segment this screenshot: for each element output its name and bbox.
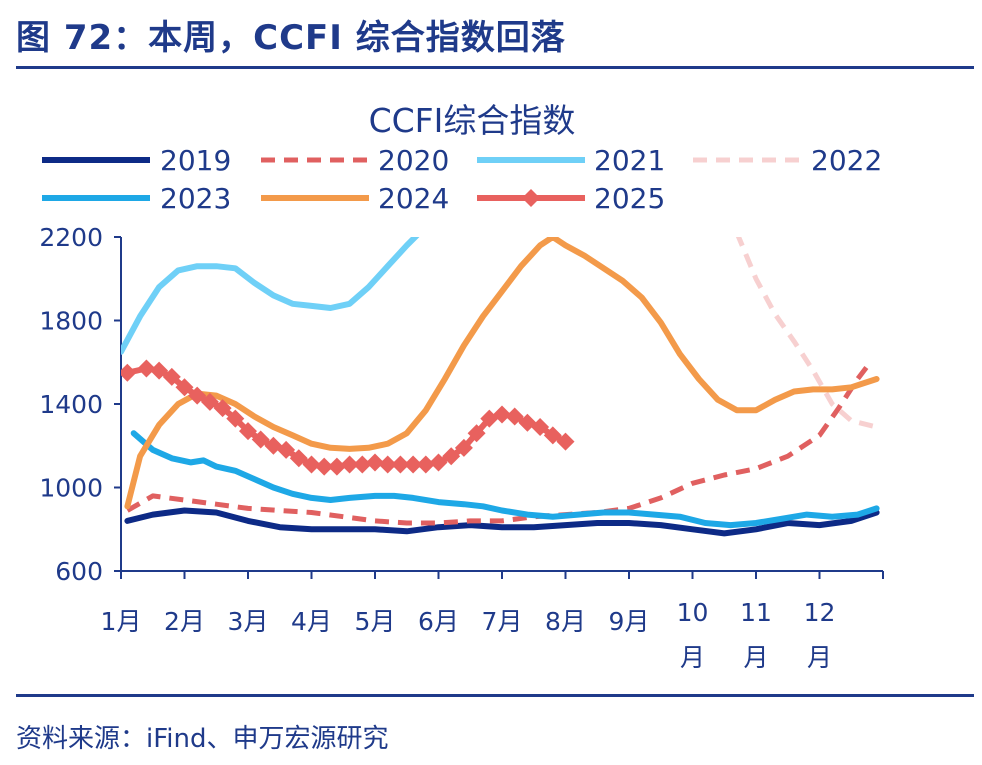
series-line-2024: [124, 237, 880, 510]
x-tick-label: 4月: [291, 607, 332, 636]
series-point-2025: [340, 455, 359, 474]
series-point-2025: [378, 455, 397, 474]
series-point-2025: [353, 455, 372, 474]
x-tick-label: 11 月: [740, 598, 772, 672]
y-tick-label: 600: [55, 557, 103, 586]
series-point-2025: [251, 430, 270, 449]
series-point-2025: [391, 455, 410, 474]
axes: 600 1000 1400 1800 2200 1月 2月 3月 4月 5月 6月 7月 8月 9月 10 月…: [39, 223, 884, 672]
series-point-2025: [454, 438, 473, 457]
series-point-2025: [162, 367, 181, 386]
series-point-2025: [442, 447, 461, 466]
legend-item-2023: 2023: [42, 182, 231, 215]
x-tick-label: 12 月: [804, 598, 836, 672]
series-point-2025: [137, 359, 156, 378]
legend-item-2025: 2025: [477, 182, 665, 215]
legend-label: 2021: [594, 144, 665, 177]
series-point-2025: [327, 457, 346, 476]
chart-title: CCFI综合指数: [369, 101, 576, 140]
series-line-2020: [126, 360, 873, 526]
series-point-2025: [416, 455, 435, 474]
figure-title: 图 72：本周，CCFI 综合指数回落: [16, 18, 566, 58]
legend-item-2022: 2022: [693, 144, 882, 177]
series-point-2025: [188, 386, 207, 405]
x-tick-label: 5月: [355, 607, 396, 636]
x-tick-label: 7月: [482, 607, 523, 636]
bottom-rule: [16, 694, 974, 697]
legend-label: 2023: [160, 182, 231, 215]
series-point-2025: [150, 361, 169, 380]
series-line-2021: [121, 237, 420, 355]
legend-item-2024: 2024: [261, 182, 449, 215]
series-point-2025: [302, 455, 321, 474]
legend-item-2019: 2019: [42, 144, 231, 177]
y-tick-label: 1800: [39, 307, 103, 336]
series-point-2025: [289, 449, 308, 468]
legend-label: 2020: [378, 144, 449, 177]
series-point-2025: [239, 422, 257, 441]
series-point-2025: [200, 392, 219, 411]
legend-label: 2019: [160, 144, 231, 177]
series-point-2025: [467, 424, 486, 443]
legend-item-2021: 2021: [477, 144, 665, 177]
series-point-2025: [277, 440, 296, 459]
legend-label: 2025: [594, 182, 665, 215]
series-point-2025: [121, 363, 137, 382]
series-point-2025: [366, 453, 384, 472]
legend-item-2020: 2020: [261, 144, 449, 177]
x-tick-label: 10 月: [677, 598, 709, 672]
series-point-2025: [404, 455, 423, 474]
y-tick-label: 2200: [39, 223, 103, 252]
series-line-2019: [124, 507, 880, 537]
x-tick-label: 8月: [545, 607, 586, 636]
y-tick-label: 1400: [39, 390, 103, 419]
y-tick-label: 1000: [39, 474, 103, 503]
series-line-2023: [130, 430, 880, 529]
line-chart: CCFI综合指数 2019 2020 2021 2022 2023 2024 2025 60…: [39, 101, 884, 672]
x-tick-label: 6月: [418, 607, 459, 636]
legend-marker: [522, 189, 540, 207]
x-tick-label: 1月: [101, 607, 142, 636]
source-note: 资料来源：iFind、申万宏源研究: [16, 724, 389, 754]
series-point-2025: [213, 399, 232, 418]
x-tick-label: 3月: [228, 607, 269, 636]
series-point-2025: [543, 426, 562, 445]
series-point-2025: [493, 405, 511, 424]
top-rule: [16, 66, 974, 69]
x-tick-label: 2月: [164, 607, 205, 636]
x-tick-label: 9月: [609, 607, 650, 636]
series-point-2025: [175, 378, 194, 397]
series-point-2025: [505, 407, 524, 426]
legend-label: 2024: [378, 182, 449, 215]
series-line-2022: [735, 237, 878, 430]
plot-area: [121, 237, 880, 537]
series-point-2025: [556, 432, 575, 451]
legend-label: 2022: [811, 144, 882, 177]
series-point-2025: [226, 409, 245, 428]
legend: 2019 2020 2021 2022 2023 2024 2025: [42, 144, 882, 215]
series-point-2025: [429, 453, 448, 472]
series-point-2025: [315, 457, 334, 476]
series-point-2025: [531, 417, 550, 436]
